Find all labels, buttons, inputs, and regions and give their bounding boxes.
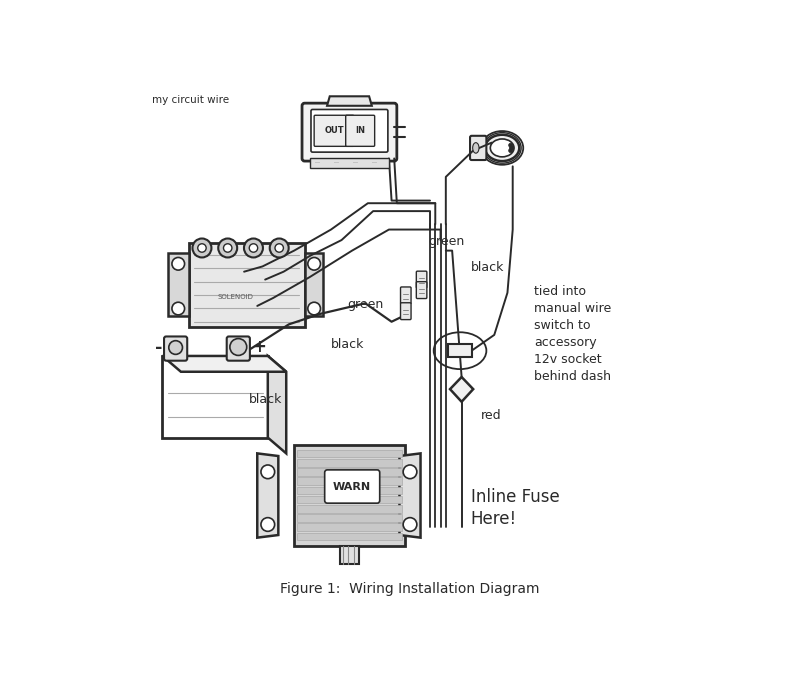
Circle shape xyxy=(261,465,274,479)
FancyBboxPatch shape xyxy=(311,109,388,152)
FancyBboxPatch shape xyxy=(294,445,405,546)
Text: ---: --- xyxy=(315,161,321,166)
FancyBboxPatch shape xyxy=(297,496,402,503)
FancyBboxPatch shape xyxy=(297,505,402,512)
Circle shape xyxy=(275,244,283,252)
Circle shape xyxy=(261,518,274,531)
Text: IN: IN xyxy=(355,127,365,135)
Text: green: green xyxy=(429,235,465,248)
Text: ---: --- xyxy=(372,161,378,166)
Polygon shape xyxy=(258,453,278,538)
FancyBboxPatch shape xyxy=(164,337,187,360)
FancyBboxPatch shape xyxy=(297,459,402,466)
Text: ---: --- xyxy=(334,161,340,166)
Polygon shape xyxy=(450,377,474,402)
FancyBboxPatch shape xyxy=(310,159,389,168)
Text: OUT: OUT xyxy=(324,127,344,135)
Ellipse shape xyxy=(485,135,519,161)
Circle shape xyxy=(250,244,258,252)
Polygon shape xyxy=(268,356,286,453)
Circle shape xyxy=(172,302,185,315)
Circle shape xyxy=(509,148,513,153)
Circle shape xyxy=(193,239,211,257)
FancyBboxPatch shape xyxy=(302,103,397,161)
FancyBboxPatch shape xyxy=(416,282,427,298)
Text: SOLENOID: SOLENOID xyxy=(218,295,253,300)
FancyBboxPatch shape xyxy=(314,116,354,146)
Polygon shape xyxy=(162,356,286,372)
Text: black: black xyxy=(250,393,282,406)
Text: black: black xyxy=(331,338,364,351)
FancyBboxPatch shape xyxy=(297,486,402,495)
FancyBboxPatch shape xyxy=(470,136,486,160)
FancyBboxPatch shape xyxy=(297,468,402,476)
Circle shape xyxy=(308,257,321,270)
FancyBboxPatch shape xyxy=(189,243,305,327)
Text: tied into
manual wire
switch to
accessory
12v socket
behind dash: tied into manual wire switch to accessor… xyxy=(534,285,611,383)
Ellipse shape xyxy=(473,143,479,153)
FancyBboxPatch shape xyxy=(325,470,380,503)
Polygon shape xyxy=(327,96,372,106)
FancyBboxPatch shape xyxy=(297,514,402,522)
Circle shape xyxy=(244,239,263,257)
Circle shape xyxy=(403,465,417,479)
Text: Inline Fuse
Here!: Inline Fuse Here! xyxy=(470,488,559,528)
Polygon shape xyxy=(305,253,323,317)
Circle shape xyxy=(230,339,246,356)
Text: red: red xyxy=(481,409,502,422)
Circle shape xyxy=(509,143,513,147)
FancyBboxPatch shape xyxy=(297,533,402,540)
Circle shape xyxy=(218,239,237,257)
FancyBboxPatch shape xyxy=(297,449,402,458)
Text: -: - xyxy=(155,339,162,357)
Ellipse shape xyxy=(490,139,514,157)
Text: black: black xyxy=(470,261,504,274)
FancyBboxPatch shape xyxy=(162,356,268,438)
FancyBboxPatch shape xyxy=(401,303,411,319)
FancyBboxPatch shape xyxy=(297,523,402,531)
Text: my circuit wire: my circuit wire xyxy=(152,95,229,105)
FancyBboxPatch shape xyxy=(416,271,427,288)
FancyBboxPatch shape xyxy=(226,337,250,360)
Text: Figure 1:  Wiring Installation Diagram: Figure 1: Wiring Installation Diagram xyxy=(280,581,540,596)
FancyBboxPatch shape xyxy=(340,546,359,564)
Circle shape xyxy=(403,518,417,531)
Circle shape xyxy=(172,257,185,270)
Text: green: green xyxy=(346,298,383,311)
Circle shape xyxy=(169,341,182,354)
FancyBboxPatch shape xyxy=(297,477,402,485)
FancyBboxPatch shape xyxy=(449,344,472,357)
Polygon shape xyxy=(399,453,421,538)
Text: +: + xyxy=(253,338,266,356)
Circle shape xyxy=(510,146,514,150)
Text: ---: --- xyxy=(353,161,358,166)
Text: WARN: WARN xyxy=(333,482,371,492)
FancyBboxPatch shape xyxy=(346,116,374,146)
FancyBboxPatch shape xyxy=(401,287,411,304)
Circle shape xyxy=(223,244,232,252)
Circle shape xyxy=(270,239,289,257)
Polygon shape xyxy=(168,253,189,317)
Circle shape xyxy=(198,244,206,252)
Circle shape xyxy=(308,302,321,315)
